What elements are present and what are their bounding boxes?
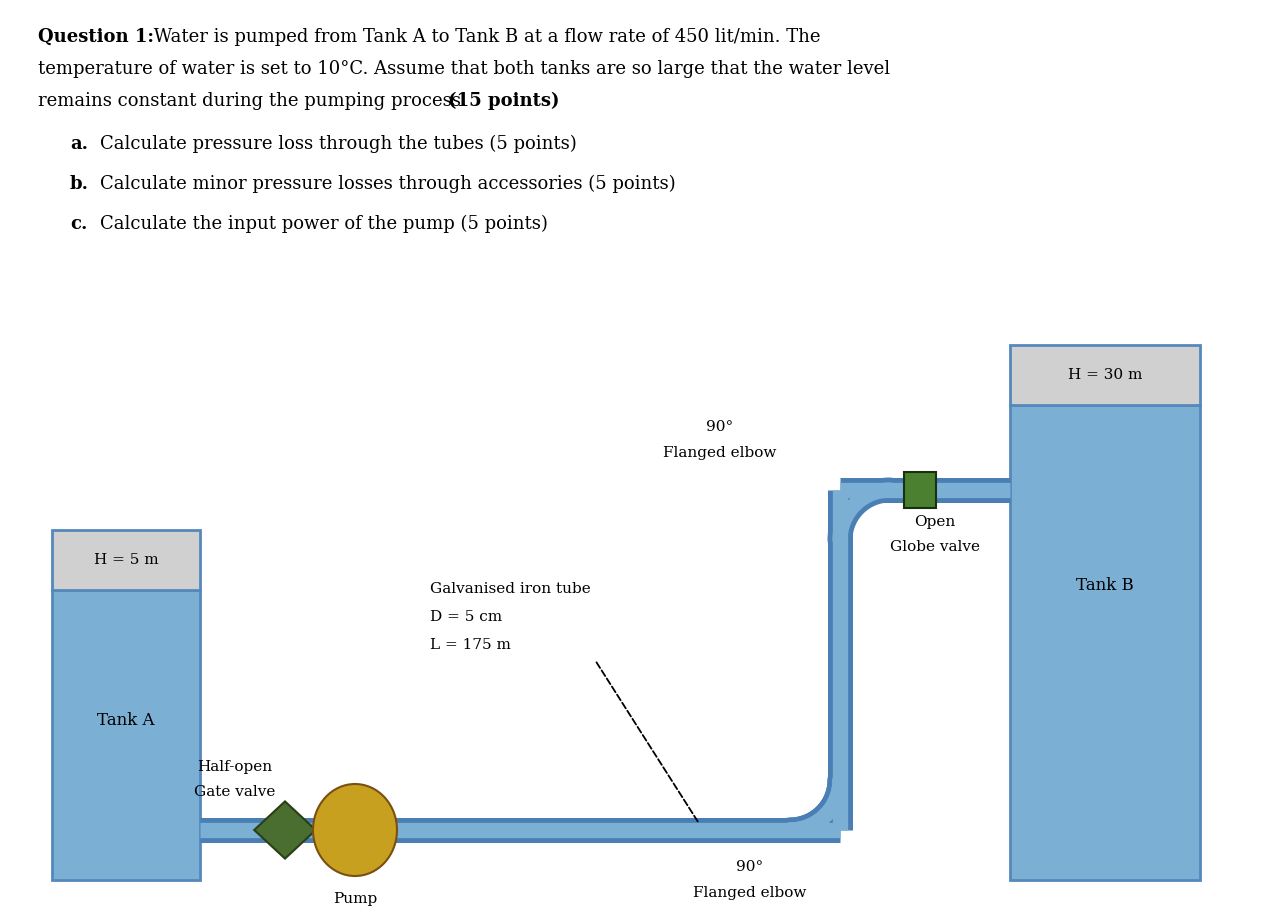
Text: Calculate minor pressure losses through accessories (5 points): Calculate minor pressure losses through …	[100, 175, 675, 194]
Text: Flanged elbow: Flanged elbow	[664, 446, 777, 460]
Text: Gate valve: Gate valve	[194, 785, 275, 799]
Text: Open: Open	[914, 515, 955, 529]
Text: Pump: Pump	[333, 892, 377, 906]
Text: temperature of water is set to 10°C. Assume that both tanks are so large that th: temperature of water is set to 10°C. Ass…	[39, 60, 890, 78]
Text: Globe valve: Globe valve	[890, 540, 980, 554]
Text: H = 30 m: H = 30 m	[1067, 368, 1142, 382]
Text: H = 5 m: H = 5 m	[94, 553, 158, 567]
Text: Tank A: Tank A	[98, 712, 154, 729]
FancyBboxPatch shape	[51, 530, 201, 590]
Text: b.: b.	[69, 175, 89, 193]
Text: L = 175 m: L = 175 m	[430, 638, 511, 652]
Text: Half-open: Half-open	[198, 760, 273, 774]
Text: Question 1:: Question 1:	[39, 28, 154, 46]
FancyBboxPatch shape	[1010, 345, 1200, 405]
Text: 90°: 90°	[737, 860, 764, 874]
FancyBboxPatch shape	[51, 590, 201, 880]
Text: c.: c.	[69, 215, 87, 233]
Text: a.: a.	[69, 135, 87, 153]
Text: Calculate pressure loss through the tubes (5 points): Calculate pressure loss through the tube…	[100, 135, 576, 153]
Polygon shape	[255, 801, 316, 858]
Text: D = 5 cm: D = 5 cm	[430, 610, 502, 624]
FancyBboxPatch shape	[1010, 405, 1200, 880]
Text: Water is pumped from Tank A to Tank B at a flow rate of 450 lit/min. The: Water is pumped from Tank A to Tank B at…	[148, 28, 820, 46]
Text: (15 points): (15 points)	[448, 92, 559, 110]
Text: Flanged elbow: Flanged elbow	[693, 886, 806, 900]
Text: Galvanised iron tube: Galvanised iron tube	[430, 582, 590, 596]
Text: Calculate the input power of the pump (5 points): Calculate the input power of the pump (5…	[100, 215, 548, 233]
Text: Tank B: Tank B	[1076, 577, 1134, 594]
Text: 90°: 90°	[706, 420, 733, 434]
FancyBboxPatch shape	[904, 472, 936, 508]
Ellipse shape	[312, 784, 397, 876]
Text: remains constant during the pumping process.: remains constant during the pumping proc…	[39, 92, 472, 110]
